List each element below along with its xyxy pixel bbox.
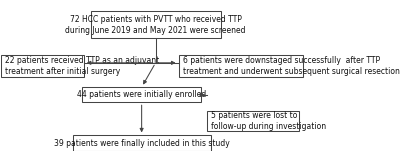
Text: 22 patients received TTP as an adjuvant
treatment after initial surgery: 22 patients received TTP as an adjuvant … <box>5 56 160 76</box>
FancyBboxPatch shape <box>179 55 303 77</box>
Text: 44 patients were initially enrolled: 44 patients were initially enrolled <box>77 90 206 99</box>
Text: 6 patients were downstaged successfully  after TTP
treatment and underwent subse: 6 patients were downstaged successfully … <box>182 56 400 76</box>
FancyBboxPatch shape <box>2 55 84 77</box>
Text: 5 patients were lost to
follow-up during investigation: 5 patients were lost to follow-up during… <box>211 111 326 131</box>
FancyBboxPatch shape <box>82 87 201 102</box>
FancyBboxPatch shape <box>73 135 210 150</box>
FancyBboxPatch shape <box>90 11 221 38</box>
FancyBboxPatch shape <box>208 111 299 131</box>
Text: 72 HCC patients with PVTT who received TTP
during June 2019 and May 2021 were sc: 72 HCC patients with PVTT who received T… <box>65 15 246 35</box>
Text: 39 patients were finally included in this study: 39 patients were finally included in thi… <box>54 138 230 148</box>
